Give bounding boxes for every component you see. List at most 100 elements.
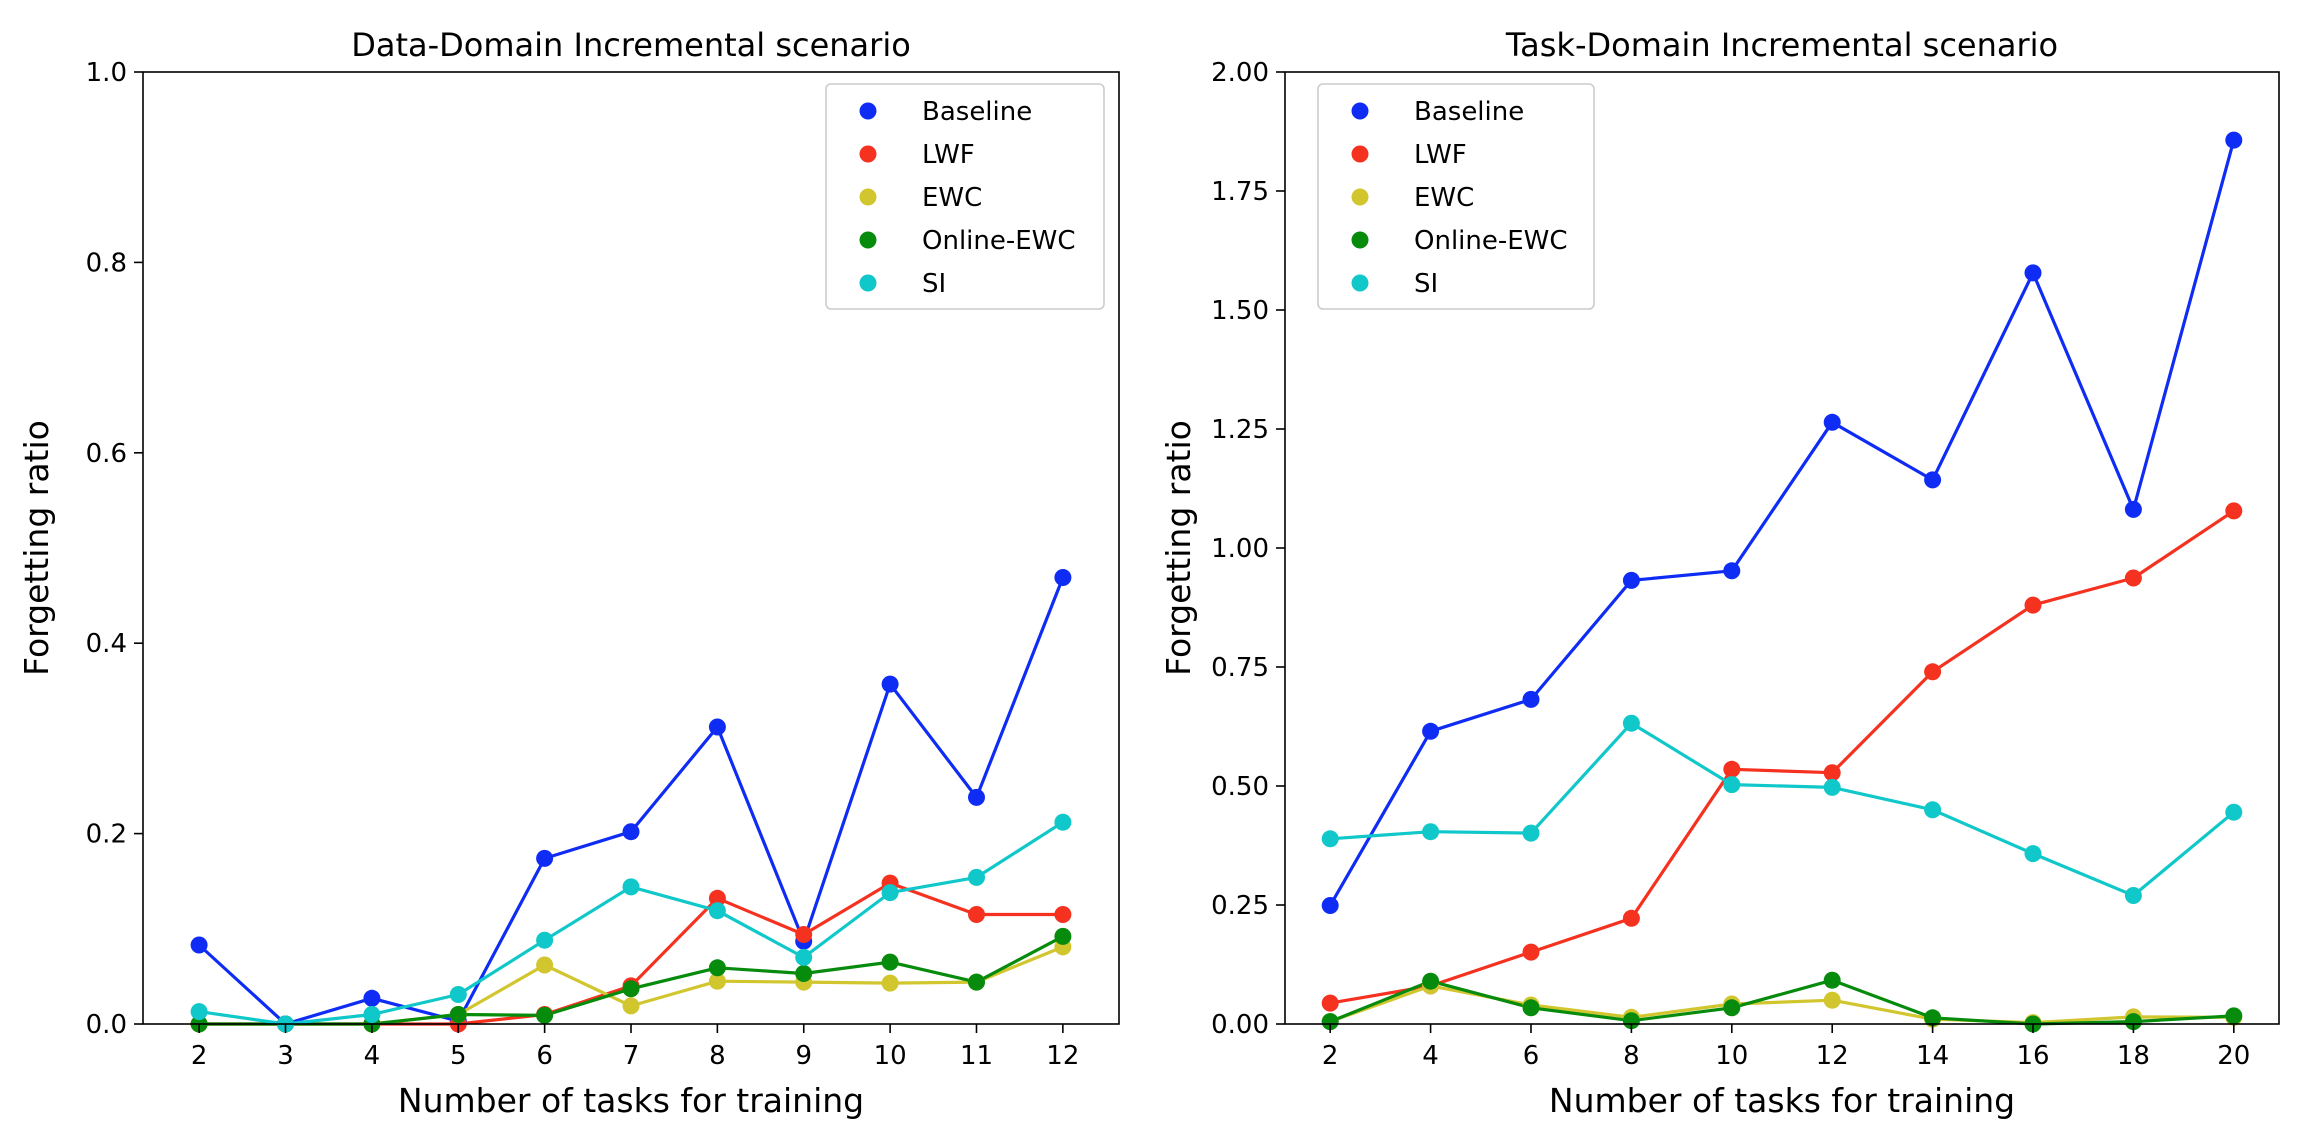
legend-label: EWC (1414, 183, 1474, 213)
x-tick-label: 6 (536, 1041, 553, 1071)
data-point-baseline (1522, 690, 1540, 708)
data-point-si (536, 931, 554, 949)
data-point-baseline (1723, 562, 1741, 580)
y-tick-label: 0.4 (86, 629, 127, 659)
data-point-si (449, 986, 467, 1003)
series-line-baseline (198, 576, 1065, 1026)
data-point-si (190, 1003, 208, 1021)
x-tick-label: 10 (874, 1041, 907, 1071)
legend-marker (1351, 188, 1369, 206)
data-point-online-ewc (1054, 927, 1072, 945)
data-point-lwf (1924, 663, 1942, 681)
data-point-baseline (1054, 569, 1072, 586)
data-point-baseline (1321, 897, 1339, 914)
legend: Baseline LWF EWC Online-EWC SI (825, 83, 1105, 310)
chart-title: Task-Domain Incremental scenario (1505, 26, 2058, 64)
y-tick-label: 0.0 (86, 1010, 127, 1040)
data-point-lwf (2124, 569, 2142, 587)
x-tick-label: 16 (2016, 1041, 2049, 1071)
legend-marker (1351, 231, 1369, 249)
y-tick-label: 1.00 (1211, 534, 1269, 564)
data-point-lwf (1823, 764, 1841, 782)
x-tick-label: 12 (1046, 1041, 1079, 1071)
legend-label: SI (922, 269, 946, 299)
data-point-online-ewc (2124, 1013, 2142, 1031)
legend-label: LWF (1414, 140, 1467, 170)
legend-marker (1351, 102, 1369, 120)
data-point-si (881, 884, 899, 902)
y-tick-label: 0.25 (1211, 891, 1269, 921)
y-tick-label: 0.50 (1211, 772, 1269, 802)
data-point-si (363, 1006, 381, 1023)
data-point-ewc (622, 997, 640, 1015)
x-tick-label: 12 (1816, 1041, 1849, 1071)
chart-data-domain: Data-Domain Incremental scenario 2 3 4 5 6 7 8 9… (17, 26, 1120, 1120)
y-axis-label: Forgetting ratio (1159, 420, 1198, 676)
data-point-online-ewc (536, 1006, 554, 1024)
data-point-si (1422, 823, 1440, 841)
x-tick-label: 2 (1322, 1041, 1339, 1071)
data-point-baseline (2124, 500, 2142, 518)
legend-label: Baseline (922, 97, 1032, 127)
legend-marker (859, 145, 877, 163)
data-point-lwf (2225, 502, 2243, 520)
data-point-online-ewc (881, 953, 899, 971)
legend-label: LWF (922, 140, 975, 170)
data-point-online-ewc (968, 973, 985, 991)
data-point-baseline (1823, 413, 1841, 431)
data-point-online-ewc (1622, 1012, 1640, 1030)
data-point-baseline (536, 849, 554, 867)
data-point-online-ewc (1522, 999, 1540, 1017)
data-point-baseline (708, 718, 726, 736)
x-tick-label: 8 (1623, 1041, 1640, 1071)
data-point-lwf (795, 926, 813, 943)
x-tick-label: 10 (1715, 1041, 1748, 1071)
legend-label: SI (1414, 269, 1438, 299)
data-point-online-ewc (1723, 999, 1741, 1017)
y-tick-label: 1.25 (1211, 415, 1269, 445)
x-axis-label: Number of tasks for training (398, 1081, 864, 1120)
x-tick-label: 14 (1916, 1041, 1949, 1071)
x-tick-label: 4 (364, 1041, 381, 1071)
y-tick-label: 0.75 (1211, 653, 1269, 683)
x-tick-label: 7 (623, 1041, 640, 1071)
data-point-online-ewc (708, 959, 726, 977)
data-point-lwf (968, 906, 985, 923)
x-tick-label: 2 (191, 1041, 208, 1071)
data-point-ewc (881, 974, 899, 992)
x-tick-label: 8 (709, 1041, 726, 1071)
y-axis-label: Forgetting ratio (17, 420, 56, 676)
series-line-si (1330, 721, 2235, 898)
y-tick-label: 1.0 (86, 58, 127, 88)
data-point-si (1823, 778, 1841, 796)
data-point-ewc (708, 972, 726, 990)
x-axis-label: Number of tasks for training (1549, 1081, 2015, 1120)
data-point-online-ewc (622, 980, 640, 998)
data-point-si (1622, 714, 1640, 732)
x-tick-label: 9 (795, 1041, 812, 1071)
legend: Baseline LWF EWC Online-EWC SI (1317, 83, 1595, 310)
data-point-si (1321, 830, 1339, 848)
legend-label: EWC (922, 183, 982, 213)
series-line-lwf (1329, 509, 2235, 1005)
x-tick-label: 18 (2117, 1041, 2150, 1071)
data-point-online-ewc (1321, 1013, 1339, 1031)
legend-box (825, 83, 1105, 310)
data-point-baseline (1924, 471, 1942, 489)
legend-label: Online-EWC (1414, 226, 1568, 256)
series-line-online-ewc (1329, 978, 2234, 1026)
chart-title: Data-Domain Incremental scenario (351, 26, 911, 64)
data-point-lwf (708, 889, 726, 907)
data-point-online-ewc (1422, 972, 1440, 990)
x-tick-label: 5 (450, 1041, 467, 1071)
data-point-baseline (190, 936, 208, 954)
y-tick-label: 0.8 (86, 248, 127, 278)
data-point-si (708, 902, 726, 920)
data-point-si (795, 948, 813, 966)
legend-marker (1351, 145, 1369, 163)
legend-marker (859, 274, 877, 292)
data-point-si (968, 868, 985, 886)
legend-marker (859, 102, 877, 120)
data-point-si (1924, 801, 1942, 819)
